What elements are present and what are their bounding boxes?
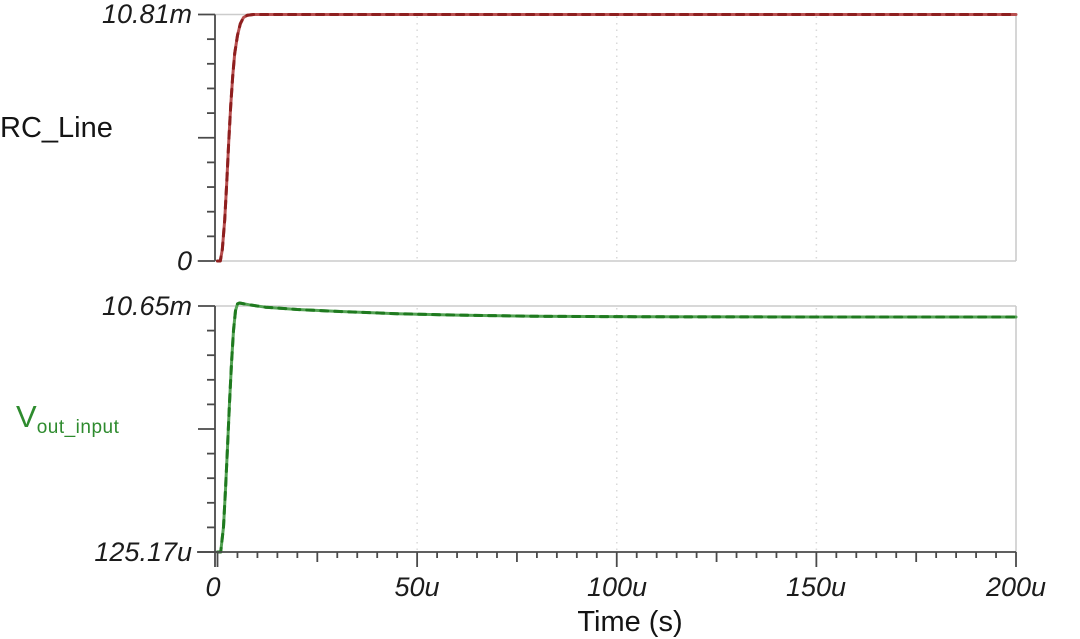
panel1-signal-label: RC_Line — [0, 112, 113, 144]
x-tick-label-0: 0 — [205, 572, 221, 602]
panel2-signal-main: V — [16, 399, 37, 434]
trace-RC_Line-base — [216, 13, 1018, 263]
x-tick-label-200u: 200u — [985, 572, 1047, 602]
panel1-ymin-label: 0 — [176, 246, 192, 276]
trace-V_out_input-dashed — [216, 301, 1018, 554]
trace-RC_Line-dashed — [216, 13, 1018, 263]
x-tick-label-100u: 100u — [586, 572, 648, 602]
panel1-ymax-label: 10.81m — [101, 0, 192, 29]
panel2-ymin-label: 125.17u — [94, 537, 192, 567]
x-tick-label-150u: 150u — [785, 572, 847, 602]
x-tick-label-50u: 50u — [394, 572, 440, 602]
panel2-signal-subscript: out_input — [36, 417, 120, 438]
panel2-signal-label: Vout_input — [16, 399, 119, 439]
trace-V_out_input-base — [216, 301, 1018, 554]
x-axis-title: Time (s) — [577, 606, 683, 638]
panel2-ymax-label: 10.65m — [101, 291, 192, 321]
